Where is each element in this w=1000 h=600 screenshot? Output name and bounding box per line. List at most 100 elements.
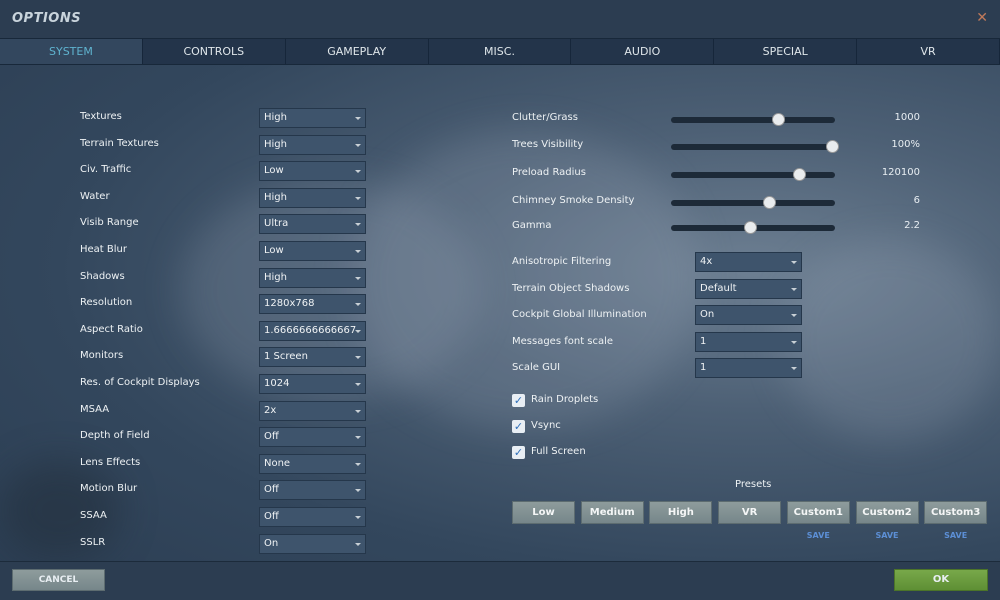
setting-dropdown[interactable]: Off <box>259 480 366 501</box>
setting-label: Textures <box>80 111 122 122</box>
tab-audio[interactable]: AUDIO <box>571 39 715 64</box>
setting-dropdown[interactable]: Low <box>259 161 366 182</box>
setting-dropdown[interactable]: 4x <box>695 252 802 272</box>
select-value: 4x <box>700 256 713 267</box>
setting-dropdown[interactable]: Default <box>695 278 802 299</box>
preset-button-custom3[interactable]: Custom3 <box>924 501 988 524</box>
select-value: 1 Screen <box>264 351 308 363</box>
checkbox-label: Full Screen <box>531 446 586 457</box>
checkbox-label: Rain Droplets <box>531 394 599 405</box>
setting-label: Visib Range <box>80 217 139 229</box>
setting-dropdown[interactable]: None <box>259 453 366 474</box>
setting-label: SSLR <box>80 536 106 548</box>
preset-button-high[interactable]: High <box>649 501 713 524</box>
slider-track[interactable] <box>671 140 839 153</box>
preset-button-medium[interactable]: Medium <box>580 501 644 524</box>
chevron-down-icon <box>355 143 361 147</box>
setting-dropdown[interactable]: 2x <box>259 400 366 421</box>
chevron-down-icon <box>791 261 797 264</box>
setting-dropdown[interactable]: High <box>259 187 366 208</box>
setting-dropdown[interactable]: High <box>259 267 366 288</box>
checkmark-icon: ✓ <box>513 394 524 407</box>
slider-handle[interactable] <box>826 140 839 153</box>
setting-label: Terrain Textures <box>80 137 159 149</box>
save-button[interactable]: SAVE <box>944 531 968 540</box>
setting-dropdown[interactable]: On <box>259 533 366 554</box>
setting-label: Monitors <box>80 350 124 362</box>
tab-system[interactable]: SYSTEM <box>0 39 143 64</box>
setting-dropdown[interactable]: On <box>695 305 802 325</box>
setting-label: Res. of Cockpit Displays <box>80 377 200 388</box>
slider-value: 120100 <box>881 167 920 178</box>
preset-button-custom2[interactable]: Custom2 <box>855 501 919 524</box>
chevron-down-icon <box>355 383 361 386</box>
setting-dropdown[interactable]: Off <box>259 427 366 448</box>
checkbox[interactable]: ✓ <box>512 420 525 433</box>
setting-dropdown[interactable]: 1 <box>695 331 802 352</box>
tab-special[interactable]: SPECIAL <box>714 39 858 64</box>
close-icon[interactable]: ✕ <box>976 10 988 26</box>
cancel-button[interactable]: CANCEL <box>12 569 105 591</box>
chevron-down-icon <box>355 409 361 413</box>
chevron-down-icon <box>355 489 361 493</box>
save-button[interactable]: SAVE <box>806 531 830 540</box>
save-button[interactable]: SAVE <box>875 531 899 540</box>
select-value: Off <box>264 511 279 522</box>
slider-value: 100% <box>891 139 920 150</box>
preset-button-custom1[interactable]: Custom1 <box>786 501 850 524</box>
select-value: High <box>264 191 287 203</box>
setting-dropdown[interactable]: High <box>259 134 366 155</box>
slider-handle[interactable] <box>762 196 776 209</box>
slider-track[interactable] <box>671 113 835 126</box>
tab-controls[interactable]: CONTROLS <box>143 39 286 64</box>
chevron-down-icon <box>355 462 361 466</box>
slider-label: Gamma <box>512 220 552 231</box>
ok-button[interactable]: OK <box>894 569 988 591</box>
setting-label: MSAA <box>80 403 110 415</box>
preset-button-low[interactable]: Low <box>512 501 575 524</box>
tab-bar: SYSTEM CONTROLS GAMEPLAY MISC. AUDIO SPECIAL V… <box>0 38 1000 65</box>
tab-misc[interactable]: MISC. <box>429 39 572 64</box>
bottom-bar <box>0 561 1000 600</box>
setting-label: Water <box>80 190 110 202</box>
preset-button-vr[interactable]: VR <box>718 501 782 524</box>
select-value: 1024 <box>264 378 290 389</box>
setting-dropdown[interactable]: Low <box>259 241 366 261</box>
select-value: 1280x768 <box>264 298 315 310</box>
setting-dropdown[interactable]: Off <box>259 507 366 527</box>
slider-track[interactable] <box>671 196 835 209</box>
chevron-down-icon <box>791 340 797 344</box>
checkbox[interactable]: ✓ <box>512 394 525 407</box>
select-value: Off <box>264 431 279 443</box>
setting-label: Messages font scale <box>512 335 614 347</box>
setting-label: Cockpit Global Illumination <box>512 309 647 320</box>
setting-label: Aspect Ratio <box>80 323 143 335</box>
setting-dropdown[interactable]: 1280x768 <box>259 294 366 315</box>
tab-gameplay[interactable]: GAMEPLAY <box>286 39 429 64</box>
checkbox[interactable]: ✓ <box>512 446 525 459</box>
chevron-down-icon <box>791 287 797 291</box>
setting-dropdown[interactable]: High <box>259 108 366 128</box>
chevron-down-icon <box>355 303 361 307</box>
tab-vr[interactable]: VR <box>857 39 1000 64</box>
title-bar: OPTIONS ✕ <box>0 0 1000 38</box>
slider-handle[interactable] <box>772 113 786 126</box>
select-value: Low <box>264 245 284 256</box>
slider-handle[interactable] <box>792 168 806 181</box>
select-value: High <box>264 112 287 123</box>
select-value: 1 <box>700 362 707 373</box>
slider-track[interactable] <box>671 221 835 234</box>
setting-dropdown[interactable]: 1 Screen <box>259 347 366 368</box>
select-value: 1 <box>700 335 707 347</box>
setting-dropdown[interactable]: Ultra <box>259 214 366 235</box>
slider-track[interactable] <box>671 168 835 181</box>
setting-dropdown[interactable]: 1 <box>695 358 802 378</box>
checkmark-icon: ✓ <box>513 420 524 433</box>
slider-label: Chimney Smoke Density <box>512 195 635 206</box>
slider-handle[interactable] <box>743 221 757 234</box>
setting-dropdown[interactable]: 1.6666666666667 <box>259 320 366 341</box>
setting-dropdown[interactable]: 1024 <box>259 374 366 394</box>
chevron-down-icon <box>355 436 361 440</box>
chevron-down-icon <box>355 170 361 174</box>
checkmark-icon: ✓ <box>513 446 524 459</box>
